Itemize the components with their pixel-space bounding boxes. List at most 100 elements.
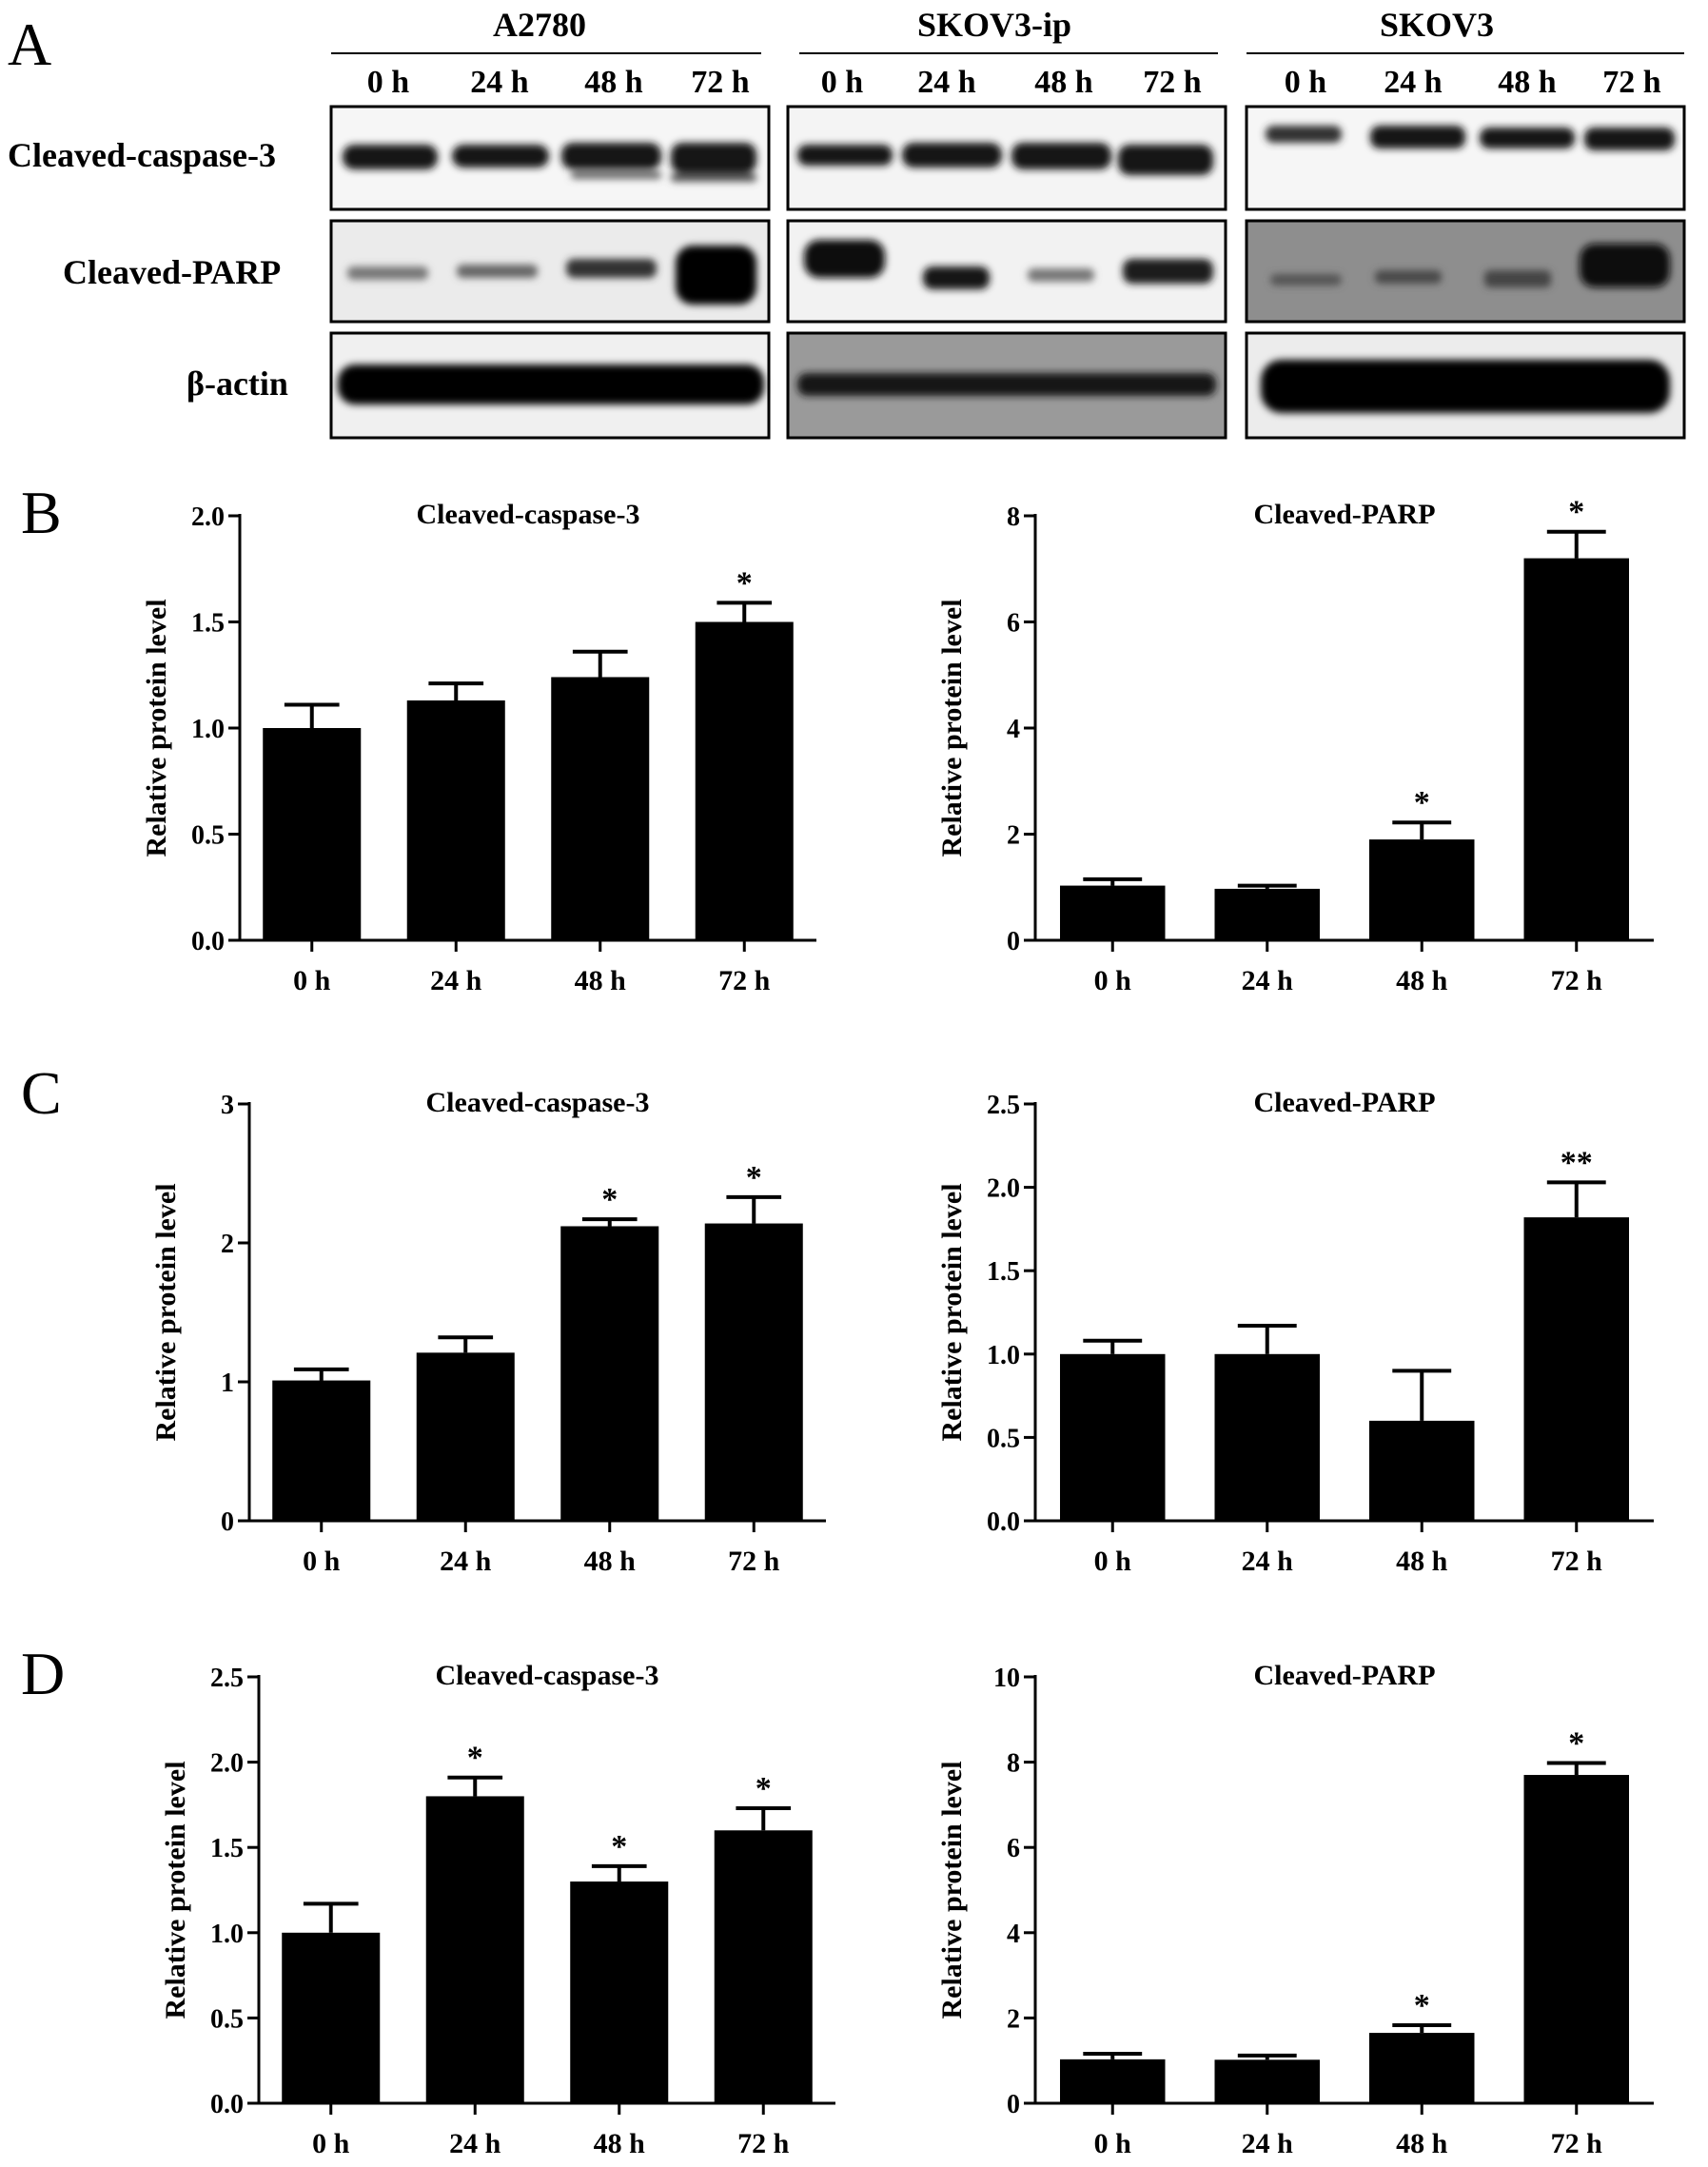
x-tick-label: 24 h: [1242, 2128, 1294, 2159]
significance-marker: *: [1414, 1988, 1430, 2023]
y-tick-label: 10: [993, 1664, 1020, 1693]
bar: [551, 677, 650, 940]
bar: [1369, 1420, 1475, 1521]
y-tick-label: 2: [1007, 2004, 1020, 2034]
y-tick-label: 2.0: [210, 1749, 244, 1779]
chart-title: Cleaved-PARP: [1253, 1660, 1435, 1691]
x-tick-label: 0 h: [293, 965, 331, 996]
cell-line-skov3: SKOV3: [1380, 6, 1494, 44]
y-tick-label: 1.5: [191, 609, 225, 639]
blot-band: [804, 240, 885, 278]
blot-band: [671, 143, 756, 173]
y-tick-label: 1.0: [987, 1341, 1020, 1370]
blot-timepoint: 48 h: [1498, 65, 1557, 100]
y-tick-label: 2.5: [210, 1664, 244, 1693]
blot-timepoint: 0 h: [367, 65, 410, 100]
y-tick-label: 4: [1007, 715, 1020, 744]
x-tick-label: 48 h: [1396, 1546, 1448, 1577]
y-tick-label: 0: [1007, 2090, 1020, 2119]
blot-row-cleaved-parp: [329, 219, 1686, 324]
y-axis-label: Relative protein level: [141, 599, 172, 857]
panel-letter-d: D: [21, 1640, 65, 1707]
y-tick-label: 0.5: [191, 821, 225, 851]
y-tick-label: 0.0: [210, 2090, 244, 2119]
y-axis-label: Relative protein level: [936, 1183, 968, 1441]
x-tick-label: 48 h: [1396, 965, 1448, 996]
blot-band: [1584, 128, 1675, 150]
chart-title: Cleaved-caspase-3: [426, 1087, 650, 1118]
x-tick-label: 72 h: [737, 2128, 790, 2159]
blot-timepoint: 24 h: [1384, 65, 1443, 100]
blot-band: [338, 364, 764, 404]
blot-timepoint: 24 h: [917, 65, 976, 100]
y-tick-label: 8: [1007, 502, 1020, 532]
bar: [1369, 839, 1475, 940]
bar: [1523, 558, 1629, 940]
significance-marker: *: [467, 1741, 483, 1776]
blot-timepoints-skov3-ip: 0 h 24 h 48 h 72 h: [821, 65, 1202, 100]
significance-marker: *: [736, 565, 753, 601]
blot-band: [676, 246, 756, 305]
y-tick-label: 1.5: [987, 1257, 1020, 1287]
y-tick-label: 1.0: [191, 715, 225, 744]
blot-band: [1580, 244, 1670, 287]
y-axis-label: Relative protein level: [936, 1761, 968, 2019]
blot-band: [561, 143, 661, 169]
blot-band: [902, 143, 1002, 167]
chart-title: Cleaved-caspase-3: [417, 499, 640, 530]
blot-band: [1484, 270, 1551, 287]
blot-timepoint: 72 h: [1143, 65, 1202, 100]
chart-d-cleaved-caspase-3: Cleaved-caspase-3 Relative protein level 0…: [160, 1660, 835, 2159]
y-tick-label: 1: [221, 1369, 234, 1398]
blot-timepoint: 0 h: [821, 65, 864, 100]
y-axis-label: Relative protein level: [160, 1761, 191, 2019]
significance-marker: *: [746, 1160, 762, 1195]
x-tick-label: 0 h: [1094, 1546, 1132, 1577]
blot-band: [797, 145, 893, 166]
x-tick-label: 72 h: [1551, 2128, 1603, 2159]
bar: [1523, 1217, 1629, 1521]
bar: [1214, 2059, 1320, 2103]
y-tick-label: 3: [221, 1091, 234, 1120]
bar: [1214, 1353, 1320, 1521]
y-tick-label: 1.0: [210, 1920, 244, 1949]
x-tick-label: 48 h: [594, 2128, 646, 2159]
y-tick-label: 0: [221, 1507, 234, 1537]
blot-band: [1011, 143, 1111, 169]
blot-band: [347, 266, 428, 280]
protein-label-cleaved-caspase-3: Cleaved-caspase-3: [8, 136, 276, 174]
y-tick-label: 2: [221, 1230, 234, 1259]
x-tick-label: 48 h: [584, 1546, 637, 1577]
x-tick-label: 24 h: [449, 2128, 501, 2159]
chart-c-cleaved-caspase-3: Cleaved-caspase-3 Relative protein level 0…: [150, 1087, 826, 1577]
bar: [406, 700, 505, 940]
bar: [425, 1796, 524, 2103]
x-tick-label: 24 h: [1242, 1546, 1294, 1577]
x-tick-label: 0 h: [1094, 965, 1132, 996]
blot-band-faint: [671, 173, 756, 182]
bar: [704, 1223, 803, 1521]
significance-marker: *: [611, 1829, 627, 1864]
bar: [695, 621, 794, 940]
bar: [282, 1932, 381, 2103]
blot-timepoint: 72 h: [1602, 65, 1661, 100]
chart-c-cleaved-parp: Cleaved-PARP Relative protein level 0.0 0.5…: [936, 1087, 1654, 1577]
y-tick-label: 0.5: [210, 2004, 244, 2034]
blot-band: [343, 145, 438, 169]
y-tick-label: 0.0: [987, 1507, 1020, 1537]
chart-b-cleaved-caspase-3: Cleaved-caspase-3 Relative protein level 0…: [141, 499, 816, 996]
chart-title: Cleaved-PARP: [1253, 1087, 1435, 1118]
blot-box: [1245, 105, 1686, 211]
y-tick-label: 2.0: [191, 502, 225, 532]
y-axis-label: Relative protein level: [936, 599, 968, 857]
panel-letter-c: C: [21, 1059, 62, 1127]
panel-letter-a: A: [8, 10, 51, 78]
cell-line-a2780: A2780: [493, 6, 586, 44]
x-tick-label: 72 h: [728, 1546, 780, 1577]
x-tick-label: 24 h: [1242, 965, 1294, 996]
y-axis-label: Relative protein level: [150, 1183, 182, 1441]
blot-timepoint: 48 h: [1034, 65, 1093, 100]
blot-timepoints-a2780: 0 h 24 h 48 h 72 h: [367, 65, 750, 100]
x-tick-label: 72 h: [1551, 965, 1603, 996]
